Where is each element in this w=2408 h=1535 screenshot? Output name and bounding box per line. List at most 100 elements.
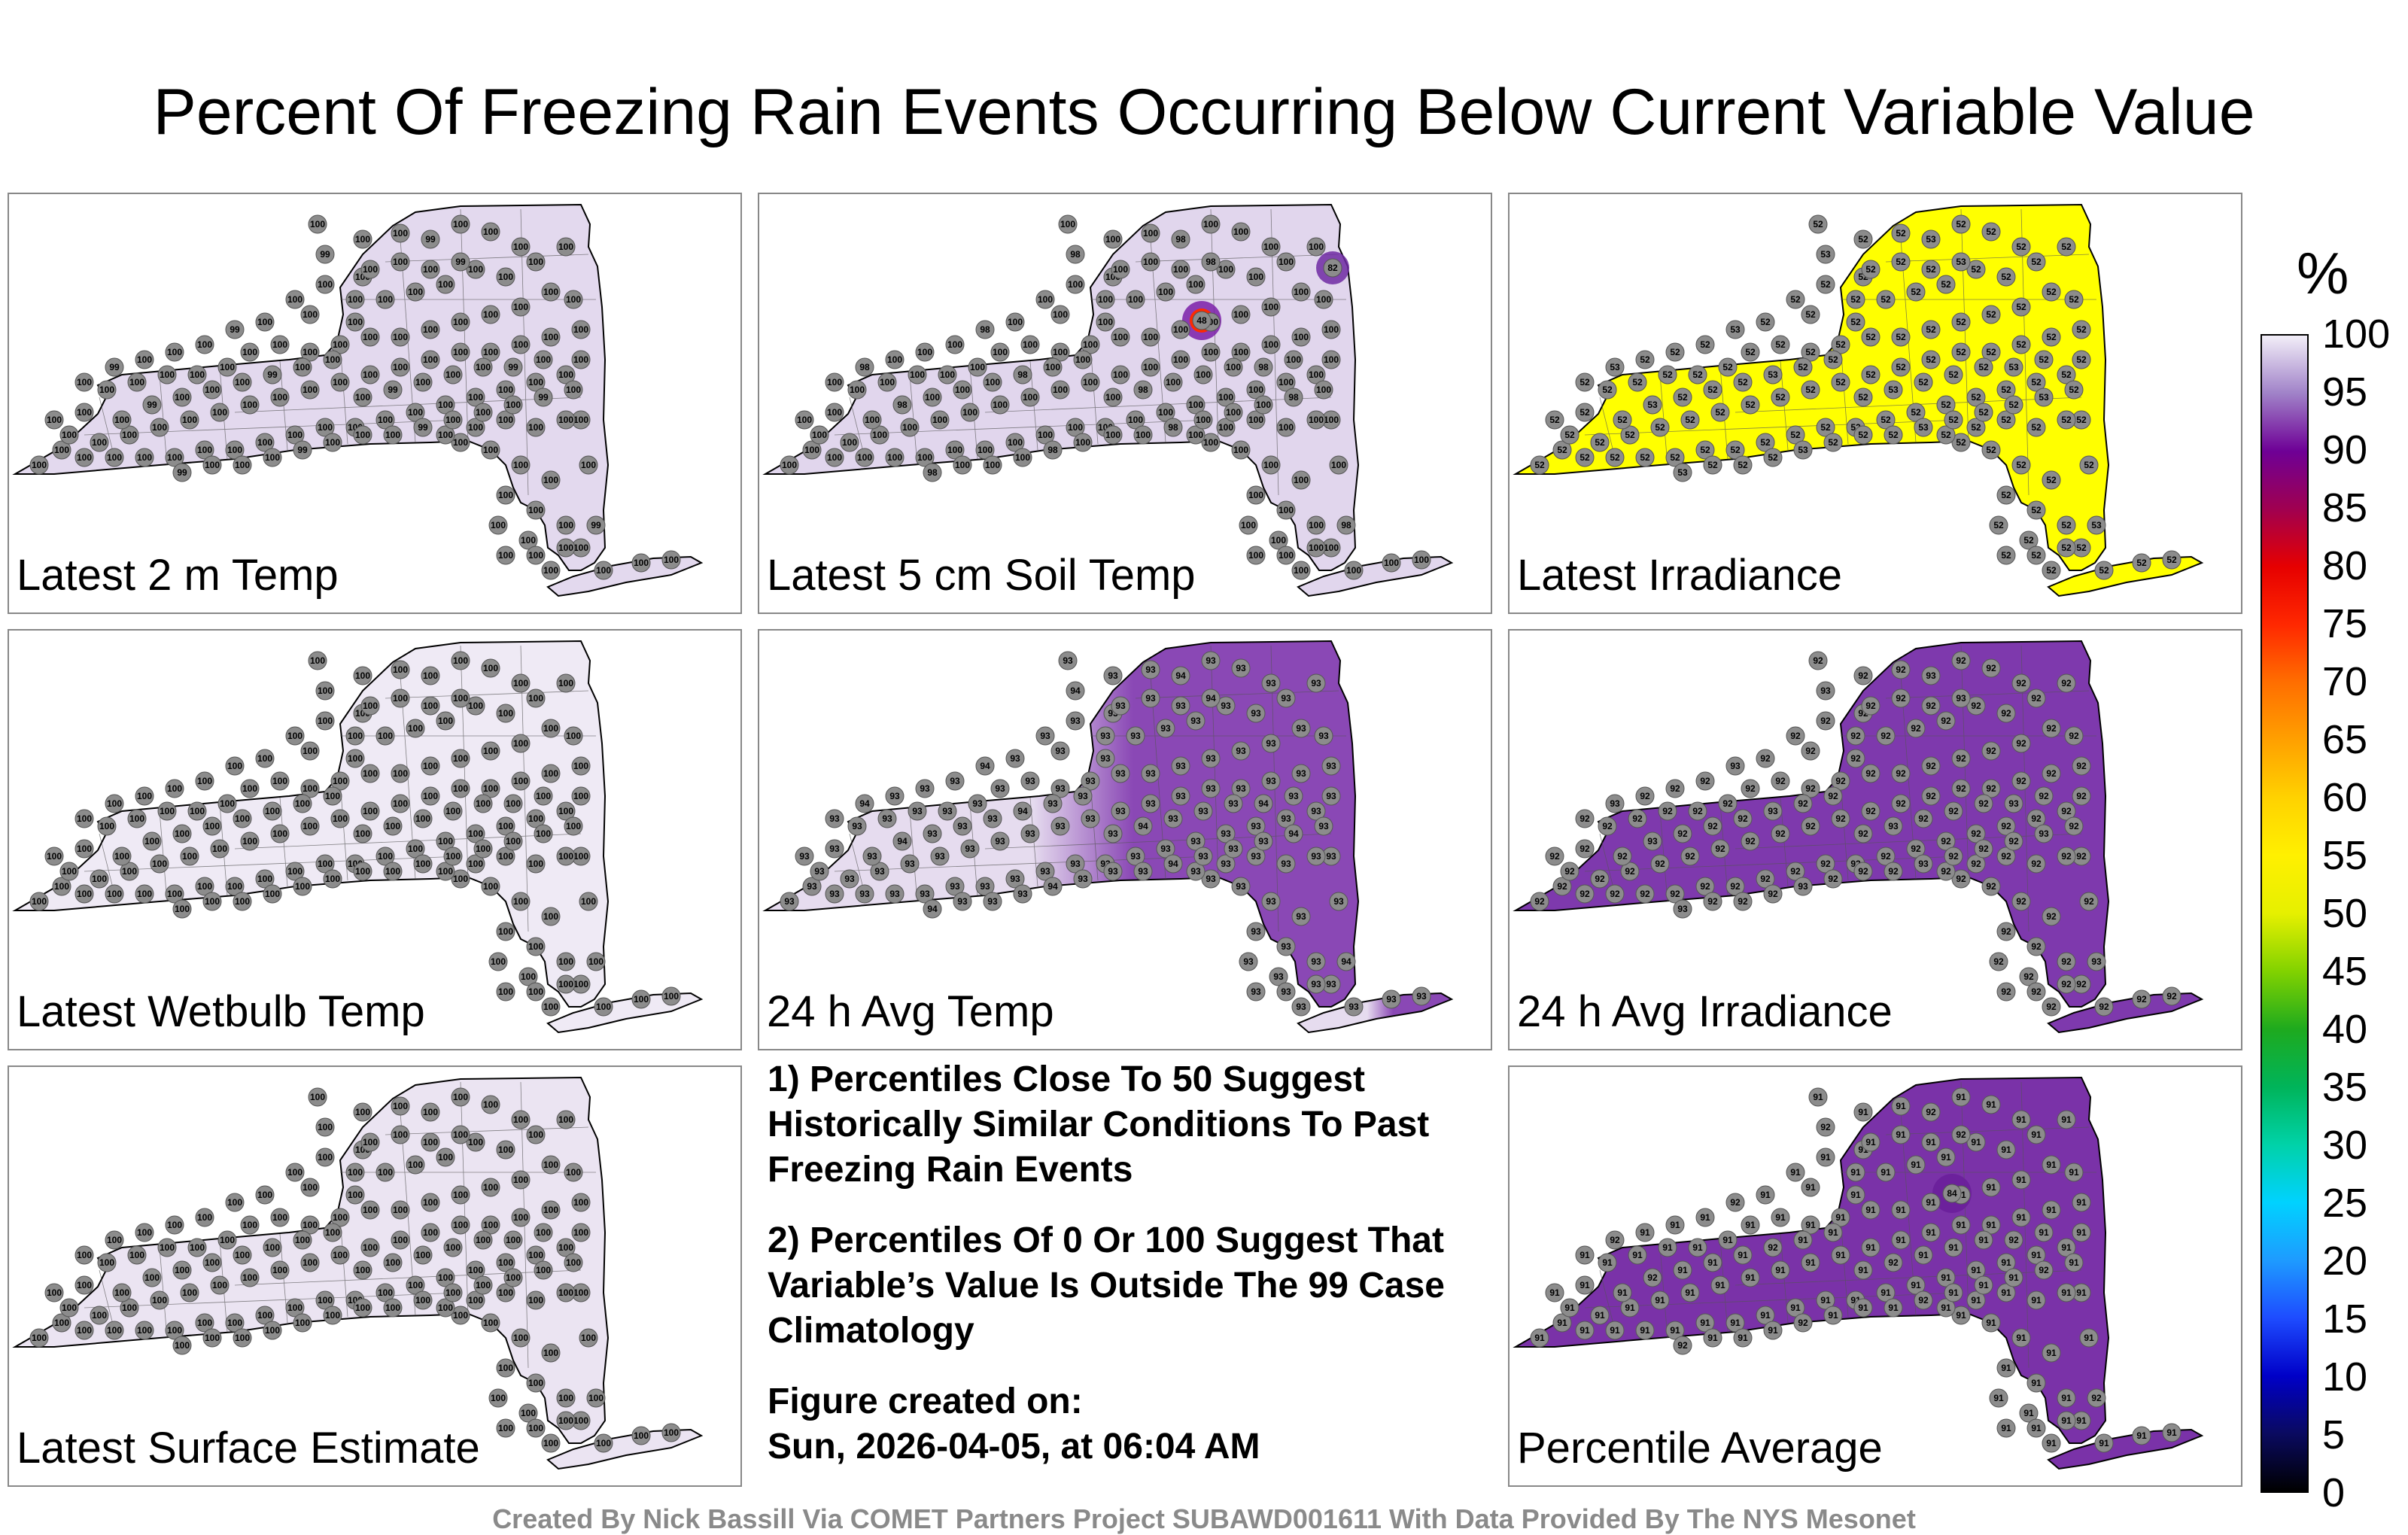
station-value: 100 (152, 1295, 167, 1306)
station-marker: 100 (1246, 380, 1266, 400)
map-panel-percentile-average: 91 91 91 91 91 91 91 91 91 91 91 91 91 91 91 91 91 91 91 91… (1508, 1065, 2242, 1487)
station-marker: 100 (496, 485, 515, 505)
station-value: 100 (303, 783, 318, 794)
station-value: 100 (235, 1250, 250, 1260)
station-value: 100 (596, 1438, 611, 1448)
station-marker: 52 (2026, 372, 2046, 392)
legend-tick-label: 5 (2322, 1412, 2346, 1457)
station-value: 92 (2016, 896, 2026, 907)
station-marker: 52 (1951, 312, 1971, 332)
station-value: 100 (355, 1265, 370, 1275)
station-value: 100 (1038, 430, 1053, 440)
station-value: 92 (2039, 1265, 2049, 1275)
station-value: 91 (1986, 1318, 1996, 1328)
station-marker: 100 (466, 854, 485, 874)
station-marker: 91 (2132, 1426, 2151, 1445)
station-value: 93 (1055, 821, 1066, 831)
station-marker: 91 (1921, 1193, 1941, 1212)
station-marker: 100 (210, 1275, 230, 1295)
station-value: 100 (423, 1107, 438, 1117)
station-marker: 92 (1853, 824, 1873, 843)
station-value: 100 (513, 738, 528, 749)
station-marker: 52 (1552, 440, 1572, 460)
station-marker: 99 (421, 229, 440, 249)
station-marker: 93 (938, 801, 957, 821)
station-marker: 100 (451, 749, 470, 768)
station-value: 92 (1602, 821, 1613, 831)
station-value: 93 (1251, 986, 1261, 997)
station-marker: 100 (1050, 305, 1070, 324)
station-value: 92 (1640, 791, 1650, 801)
station-marker: 52 (1688, 365, 1707, 385)
station-value: 100 (932, 415, 947, 425)
station-value: 52 (1730, 445, 1741, 455)
station-value: 100 (1166, 377, 1181, 388)
station-value: 100 (498, 1287, 513, 1298)
legend-unit: % (2297, 240, 2349, 306)
station-marker: 100 (885, 448, 905, 467)
station-marker: 93 (1224, 794, 1243, 813)
station-value: 94 (859, 798, 870, 809)
station-marker: 91 (1853, 1298, 1873, 1318)
station-value: 93 (1100, 753, 1111, 764)
station-value: 52 (2136, 558, 2147, 568)
station-marker: 93 (802, 877, 822, 896)
station-marker: 94 (1013, 801, 1032, 821)
station-value: 100 (1053, 347, 1068, 357)
station-value: 92 (1828, 791, 1838, 801)
station-value: 100 (1015, 452, 1030, 463)
station-value: 92 (2046, 1002, 2057, 1012)
station-marker: 100 (135, 884, 154, 904)
station-marker: 100 (496, 267, 515, 287)
station-value: 100 (573, 1227, 588, 1238)
station-value: 92 (1632, 813, 1643, 824)
station-marker: 93 (1344, 997, 1364, 1017)
station-marker: 52 (2064, 290, 2084, 309)
station-marker: 91 (1891, 1125, 1911, 1144)
station-marker: 100 (541, 719, 561, 738)
station-marker: 93 (1306, 801, 1326, 821)
station-marker: 100 (1035, 290, 1055, 309)
station-marker: 100 (1103, 388, 1123, 407)
station-value: 100 (521, 535, 536, 546)
station-marker: 100 (526, 809, 546, 828)
station-marker: 100 (631, 989, 651, 1009)
note-percentiles-extreme: 2) Percentiles Of 0 Or 100 Suggest That … (768, 1220, 1445, 1351)
station-value: 52 (1662, 369, 1673, 380)
station-value: 100 (993, 347, 1008, 357)
station-value: 100 (1226, 407, 1241, 418)
station-value: 100 (325, 354, 340, 365)
station-value: 100 (235, 460, 250, 470)
station-marker: 94 (1254, 794, 1273, 813)
station-value: 52 (2046, 332, 2057, 342)
station-marker: 100 (1291, 282, 1311, 302)
station-value: 100 (445, 806, 461, 816)
station-marker: 100 (300, 741, 320, 761)
station-marker: 93 (1216, 696, 1236, 716)
station-marker: 100 (1186, 395, 1206, 415)
station-value: 100 (528, 1250, 543, 1260)
station-marker: 100 (255, 1185, 275, 1205)
station-marker: 91 (1658, 1238, 1677, 1257)
station-marker: 93 (1284, 786, 1303, 806)
station-value: 93 (1108, 828, 1118, 839)
station-value: 52 (1956, 347, 1966, 357)
station-marker: 93 (908, 801, 927, 821)
station-value: 92 (2031, 986, 2042, 997)
station-value: 100 (272, 828, 287, 839)
station-marker: 91 (2042, 1200, 2061, 1220)
station-marker: 93 (1141, 794, 1160, 813)
station-marker: 52 (1974, 357, 1993, 377)
station-value: 100 (543, 332, 558, 342)
station-marker: 52 (1545, 410, 1564, 430)
station-marker: 92 (1816, 711, 1835, 731)
station-value: 93 (1798, 881, 1808, 892)
station-value: 98 (859, 362, 870, 372)
station-value: 100 (476, 1235, 491, 1245)
station-value: 100 (318, 859, 333, 869)
station-value: 52 (1790, 294, 1801, 305)
station-marker: 92 (1823, 786, 1843, 806)
station-marker: 52 (1710, 403, 1730, 422)
station-marker: 52 (1846, 312, 1865, 332)
